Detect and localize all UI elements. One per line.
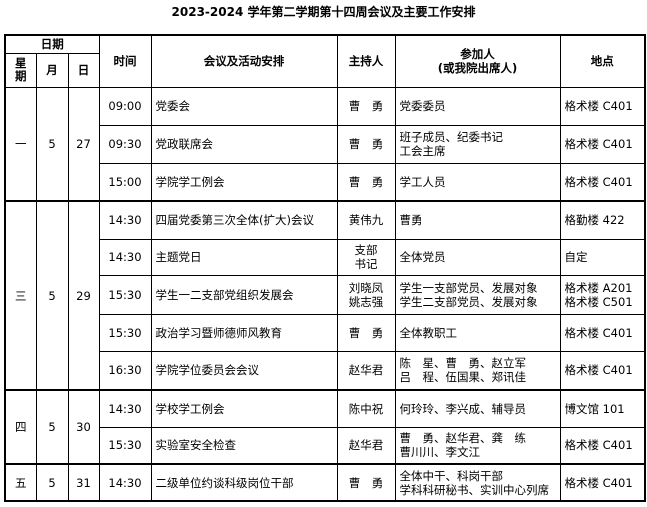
day-month: 5 (35, 389, 69, 465)
header-event: 会议及活动安排 (150, 34, 338, 88)
event-cell: 实验室安全检查 (150, 426, 338, 465)
day-day: 31 (67, 463, 100, 502)
attendees-cell: 学生一支部党员、发展对象 学生二支部党员、发展对象 (394, 274, 561, 315)
location-cell: 博文馆 101 (559, 389, 646, 428)
time-cell: 14:30 (98, 200, 152, 240)
host-cell: 曹 勇 (336, 86, 396, 126)
header-location: 地点 (559, 34, 646, 88)
attendees-cell: 全体党员 (394, 238, 561, 276)
location-cell: 格术楼 C401 (559, 86, 646, 126)
header-month: 月 (35, 52, 69, 88)
time-cell: 15:30 (98, 313, 152, 352)
time-cell: 14:30 (98, 463, 152, 502)
host-cell: 支部 书记 (336, 238, 396, 276)
attendees-cell: 党委委员 (394, 86, 561, 126)
location-cell: 格术楼 C401 (559, 463, 646, 502)
event-cell: 主题党日 (150, 238, 338, 276)
time-cell: 15:30 (98, 426, 152, 465)
host-cell: 曹 勇 (336, 463, 396, 502)
day-month: 5 (35, 463, 69, 502)
page-title: 2023-2024 学年第二学期第十四周会议及主要工作安排 (171, 5, 476, 19)
table-row: 五 5 31 14:30 二级单位约谈科级岗位干部曹 勇全体中干、科岗干部 学科科研秘书… (4, 463, 646, 502)
location-cell: 格勤楼 422 (559, 200, 646, 240)
host-cell: 陈中祝 (336, 389, 396, 428)
time-cell: 09:00 (98, 86, 152, 126)
day-weekday: 三 (4, 200, 37, 391)
event-cell: 学生一二支部党组织发展会 (150, 274, 338, 315)
schedule-table: 日期 时间 会议及活动安排 主持人 参加人 (或我院出席人) 地点 星 期 月 … (4, 34, 646, 502)
time-cell: 15:30 (98, 274, 152, 315)
day-weekday: 一 (4, 86, 37, 202)
event-cell: 学院学位委员会会议 (150, 350, 338, 391)
header-weekday: 星 期 (4, 52, 37, 88)
day-month: 5 (35, 86, 69, 202)
host-cell: 曹 勇 (336, 162, 396, 202)
attendees-cell: 何玲玲、李兴成、辅导员 (394, 389, 561, 428)
table-row: 一 5 27 09:00 党委会曹 勇党委委员 格术楼 C401 (4, 86, 646, 202)
location-cell: 格术楼 C401 (559, 350, 646, 391)
location-cell: 格术楼 C401 (559, 162, 646, 202)
host-cell: 赵华君 (336, 426, 396, 465)
attendees-cell: 曹 勇、赵华君、龚 练 曹川川、李文江 (394, 426, 561, 465)
table-row: 15:30 实验室安全检查 赵华君曹 勇、赵华君、龚 练 曹川川、李文江 格术楼 C4… (5, 426, 646, 465)
table-row: 14:30 主题党日 支部 书记 全体党员 自定 (5, 238, 646, 276)
header-date: 日期 (4, 34, 100, 54)
table-row: 15:30 学生一二支部党组织发展会 刘晓凤 姚志强 学生一支部党员、发展对象 学生二… (5, 274, 646, 315)
location-cell: 格术楼 A201 格术楼 C501 (559, 274, 646, 315)
host-cell: 赵华君 (336, 350, 396, 391)
attendees-cell: 全体教职工 (394, 313, 561, 352)
attendees-cell: 曹勇 (394, 200, 561, 240)
location-cell: 格术楼 C401 (559, 124, 646, 164)
host-cell: 黄伟九 (336, 200, 396, 240)
day-day: 27 (67, 86, 100, 202)
header-attendees: 参加人 (或我院出席人) (394, 34, 561, 88)
event-cell: 党委会 (150, 86, 338, 126)
host-cell: 曹 勇 (336, 313, 396, 352)
day-day: 29 (67, 200, 100, 391)
header-day: 日 (67, 52, 100, 88)
time-cell: 09:30 (98, 124, 152, 164)
table-row: 15:00 学院学工例会曹 勇学工人员 格术楼 C401 (5, 162, 646, 202)
attendees-cell: 全体中干、科岗干部 学科科研秘书、实训中心列席 (394, 463, 561, 502)
location-cell: 格术楼 C401 (559, 313, 646, 352)
event-cell: 政治学习暨师德师风教育 (150, 313, 338, 352)
time-cell: 15:00 (98, 162, 152, 202)
time-cell: 16:30 (98, 350, 152, 391)
day-weekday: 四 (4, 389, 37, 465)
day-month: 5 (35, 200, 69, 391)
event-cell: 学院学工例会 (150, 162, 338, 202)
time-cell: 14:30 (98, 389, 152, 428)
header-host: 主持人 (336, 34, 396, 88)
schedule-body: 一 5 27 09:00 党委会曹 勇党委委员 格术楼 C401 09:30 党政联席会曹 勇… (4, 86, 646, 502)
location-cell: 自定 (559, 238, 646, 276)
day-weekday: 五 (4, 463, 37, 502)
event-cell: 四届党委第三次全体(扩大)会议 (150, 200, 338, 240)
location-cell: 格术楼 C401 (559, 426, 646, 465)
attendees-cell: 陈 星、曹 勇、赵立军 吕 程、伍国果、郑讯佳 (394, 350, 561, 391)
event-cell: 学校学工例会 (150, 389, 338, 428)
host-cell: 曹 勇 (336, 124, 396, 164)
attendees-cell: 班子成员、纪委书记 工会主席 (394, 124, 561, 164)
event-cell: 党政联席会 (150, 124, 338, 164)
table-row: 09:30 党政联席会曹 勇班子成员、纪委书记 工会主席 格术楼 C401 (5, 124, 646, 164)
host-cell: 刘晓凤 姚志强 (336, 274, 396, 315)
table-row: 三 5 29 14:30 四届党委第三次全体(扩大)会议 黄伟九 曹勇 格勤楼 422 (4, 200, 646, 391)
attendees-cell: 学工人员 (394, 162, 561, 202)
header-time: 时间 (98, 34, 152, 88)
table-row: 16:30 学院学位委员会会议 赵华君陈 星、曹 勇、赵立军 吕 程、伍国果、郑讯佳… (5, 350, 646, 391)
table-row: 15:30 政治学习暨师德师风教育曹 勇全体教职工 格术楼 C401 (5, 313, 646, 352)
table-row: 四 5 30 14:30 学校学工例会 陈中祝 何玲玲、李兴成、辅导员 博文馆 101 (4, 389, 646, 465)
event-cell: 二级单位约谈科级岗位干部 (150, 463, 338, 502)
day-day: 30 (67, 389, 100, 465)
time-cell: 14:30 (98, 238, 152, 276)
